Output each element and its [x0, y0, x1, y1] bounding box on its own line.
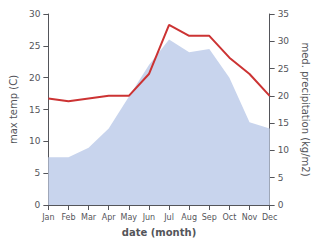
svg-text:25: 25 — [29, 41, 40, 51]
svg-text:20: 20 — [29, 73, 41, 83]
svg-text:5: 5 — [35, 168, 41, 178]
svg-text:5: 5 — [278, 173, 284, 183]
svg-text:Mar: Mar — [81, 213, 97, 222]
svg-text:0: 0 — [278, 200, 284, 210]
svg-text:30: 30 — [29, 9, 41, 19]
svg-text:May: May — [121, 213, 138, 222]
svg-text:10: 10 — [278, 145, 290, 155]
svg-text:Dec: Dec — [262, 213, 277, 222]
svg-text:Aug: Aug — [181, 213, 197, 222]
svg-text:Jan: Jan — [41, 213, 54, 222]
svg-text:Nov: Nov — [242, 213, 258, 222]
svg-text:Feb: Feb — [61, 213, 75, 222]
svg-text:10: 10 — [29, 136, 41, 146]
svg-text:med. precipitation (kg/m2): med. precipitation (kg/m2) — [300, 42, 311, 176]
svg-text:Jul: Jul — [163, 213, 174, 222]
svg-text:15: 15 — [278, 118, 289, 128]
svg-text:Sep: Sep — [202, 213, 217, 222]
svg-text:20: 20 — [278, 91, 290, 101]
svg-text:Oct: Oct — [222, 213, 236, 222]
svg-text:15: 15 — [29, 105, 40, 115]
svg-text:30: 30 — [278, 36, 290, 46]
svg-text:35: 35 — [278, 9, 289, 19]
svg-text:25: 25 — [278, 64, 289, 74]
svg-text:0: 0 — [35, 200, 41, 210]
svg-text:date (month): date (month) — [122, 227, 196, 238]
svg-text:Jun: Jun — [142, 213, 156, 222]
svg-text:Apr: Apr — [102, 213, 117, 222]
svg-text:max temp (C): max temp (C) — [8, 75, 19, 144]
